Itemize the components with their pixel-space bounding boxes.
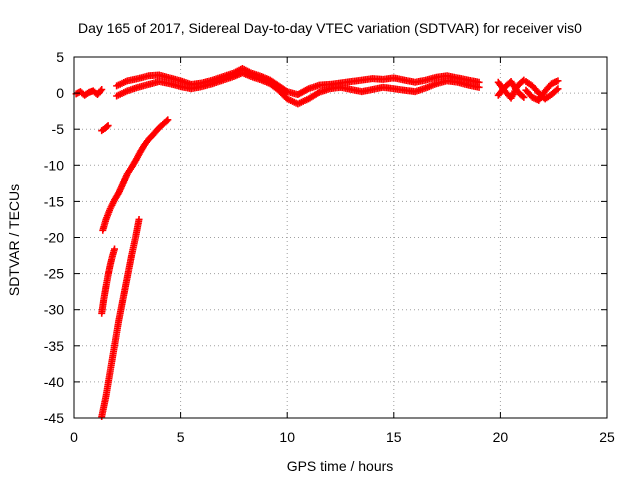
- data-point: [475, 83, 483, 91]
- data-point: [553, 86, 561, 94]
- y-tick-label: -5: [52, 121, 65, 137]
- data-point: [303, 86, 311, 94]
- series-5: [113, 65, 483, 99]
- x-tick-label: 5: [177, 429, 185, 445]
- data-point: [164, 116, 172, 124]
- y-tick-label: -25: [44, 266, 64, 282]
- data-point: [314, 89, 322, 97]
- axis-ticks: 0 5 10 15 20 25 5 0 -5 -10 -15 -20 -25 -30 -35 -40 -45: [44, 49, 615, 445]
- y-tick-label: -30: [44, 302, 64, 318]
- chart-title: Day 165 of 2017, Sidereal Day-to-day VTE…: [78, 20, 582, 36]
- data-point: [104, 122, 112, 130]
- series-0: [72, 85, 106, 99]
- y-tick-label: 0: [56, 85, 64, 101]
- data-point: [554, 85, 562, 93]
- x-tick-label: 0: [70, 429, 78, 445]
- data-point: [163, 117, 171, 125]
- y-tick-label: -20: [44, 230, 64, 246]
- series-9: [522, 77, 562, 104]
- y-tick-label: -10: [44, 157, 64, 173]
- y-tick-label: -40: [44, 374, 64, 390]
- data-point: [111, 245, 119, 253]
- plot-frame: [73, 56, 608, 419]
- grid-lines: [74, 57, 607, 418]
- series-2: [99, 116, 172, 234]
- series-4: [98, 215, 143, 421]
- series-1: [98, 122, 112, 135]
- series-10: [522, 78, 562, 103]
- y-tick-label: -35: [44, 338, 64, 354]
- data-points: [72, 65, 562, 421]
- data-point: [103, 123, 111, 131]
- data-point: [97, 87, 105, 95]
- y-tick-label: -45: [44, 410, 64, 426]
- x-tick-label: 10: [279, 429, 295, 445]
- data-point: [519, 92, 527, 100]
- x-axis-label: GPS time / hours: [287, 458, 394, 474]
- x-tick-label: 15: [386, 429, 402, 445]
- data-point: [554, 77, 562, 85]
- y-tick-label: -15: [44, 193, 64, 209]
- y-tick-label: 5: [56, 49, 64, 65]
- y-axis-label: SDTVAR / TECUs: [6, 184, 22, 296]
- data-point: [282, 87, 290, 95]
- series-6: [113, 69, 483, 108]
- x-tick-label: 20: [493, 429, 509, 445]
- series-3: [98, 245, 119, 317]
- x-tick-label: 25: [599, 429, 615, 445]
- data-point: [98, 85, 106, 93]
- data-point: [135, 215, 143, 223]
- data-point: [520, 93, 528, 101]
- series-8: [494, 76, 528, 102]
